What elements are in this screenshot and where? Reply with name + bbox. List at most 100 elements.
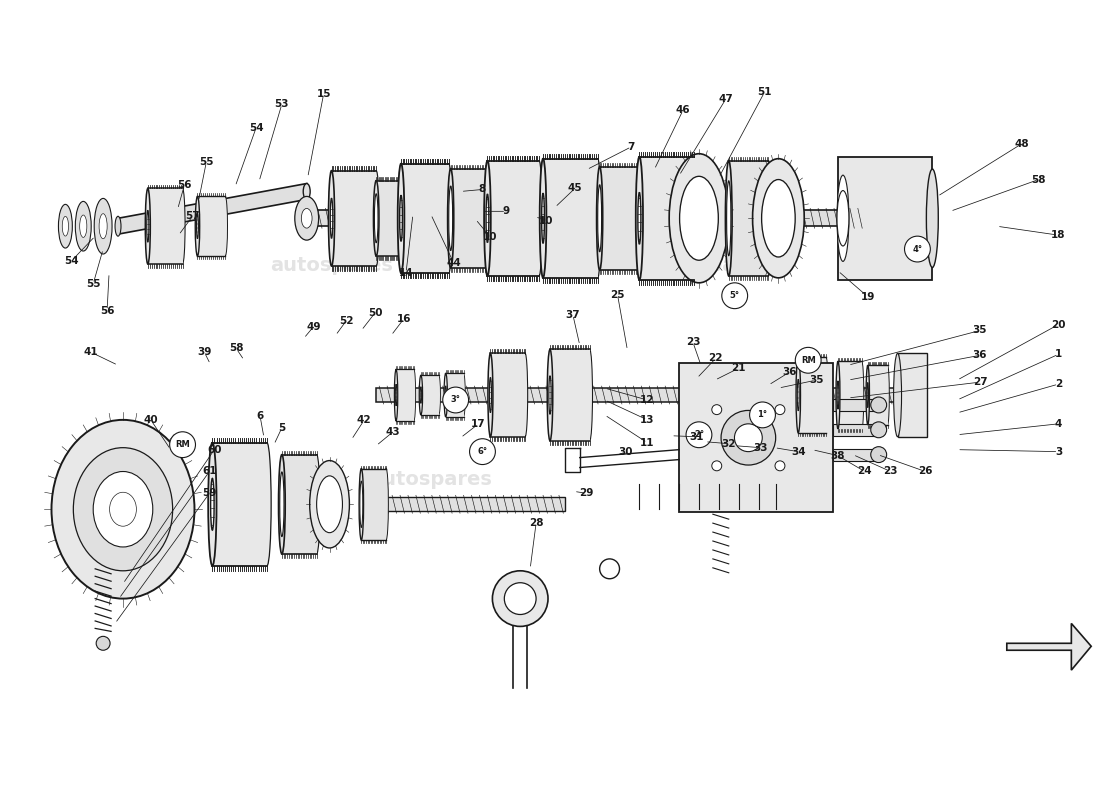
Circle shape [871, 397, 887, 413]
Ellipse shape [100, 482, 145, 537]
Polygon shape [361, 469, 386, 540]
Bar [307, 210, 868, 226]
Ellipse shape [373, 170, 380, 266]
Circle shape [442, 387, 469, 413]
Polygon shape [550, 350, 590, 441]
Polygon shape [543, 158, 597, 278]
Text: 20: 20 [1052, 319, 1066, 330]
Ellipse shape [522, 354, 528, 437]
Polygon shape [838, 362, 861, 429]
Text: autospares: autospares [370, 470, 493, 489]
Ellipse shape [310, 461, 350, 548]
Text: RM: RM [175, 440, 190, 449]
Ellipse shape [145, 189, 151, 264]
Ellipse shape [462, 373, 465, 417]
Ellipse shape [419, 375, 422, 415]
Text: 58: 58 [1032, 174, 1046, 185]
Ellipse shape [824, 358, 828, 433]
Polygon shape [799, 358, 826, 433]
Ellipse shape [395, 181, 400, 256]
Ellipse shape [587, 350, 593, 441]
Ellipse shape [483, 169, 490, 268]
Ellipse shape [635, 166, 640, 270]
Ellipse shape [766, 161, 772, 276]
Ellipse shape [536, 161, 542, 276]
Text: 30: 30 [618, 446, 632, 457]
Text: 29: 29 [580, 488, 594, 498]
Bar [376, 388, 927, 402]
Ellipse shape [208, 442, 217, 566]
Ellipse shape [278, 454, 285, 554]
Ellipse shape [597, 185, 602, 252]
Bar [898, 354, 927, 437]
Polygon shape [728, 161, 769, 276]
Circle shape [686, 422, 712, 448]
Ellipse shape [412, 370, 416, 421]
Text: 50: 50 [368, 308, 383, 318]
Ellipse shape [317, 476, 342, 533]
Text: 2: 2 [1055, 379, 1063, 389]
Circle shape [904, 236, 931, 262]
Ellipse shape [691, 157, 697, 280]
Polygon shape [1006, 623, 1091, 670]
Ellipse shape [547, 350, 553, 441]
Text: 52: 52 [339, 315, 354, 326]
Text: 57: 57 [185, 211, 200, 222]
Text: 55: 55 [199, 157, 213, 166]
Text: 46: 46 [675, 105, 691, 115]
Text: 1: 1 [1055, 350, 1063, 359]
Circle shape [493, 571, 548, 626]
Polygon shape [118, 183, 307, 234]
Ellipse shape [359, 469, 363, 540]
Polygon shape [198, 197, 226, 256]
Polygon shape [451, 169, 486, 268]
Circle shape [712, 405, 722, 414]
Ellipse shape [116, 216, 121, 236]
Ellipse shape [837, 190, 849, 246]
Ellipse shape [330, 198, 333, 238]
Polygon shape [639, 157, 694, 280]
Ellipse shape [926, 169, 938, 267]
Text: 31: 31 [690, 432, 704, 442]
Text: 38: 38 [830, 450, 845, 461]
Text: 42: 42 [358, 415, 372, 425]
Ellipse shape [384, 469, 388, 540]
Ellipse shape [796, 358, 801, 433]
Text: 49: 49 [307, 322, 321, 331]
Ellipse shape [99, 214, 107, 238]
Polygon shape [402, 164, 449, 273]
Text: 35: 35 [972, 326, 987, 335]
Ellipse shape [836, 362, 840, 429]
Polygon shape [331, 170, 376, 266]
Text: 16: 16 [397, 314, 411, 323]
Ellipse shape [395, 370, 398, 421]
Ellipse shape [735, 424, 762, 452]
Ellipse shape [638, 193, 641, 244]
Bar [833, 449, 875, 461]
Text: 15: 15 [317, 89, 331, 99]
Polygon shape [282, 454, 317, 554]
Ellipse shape [373, 181, 380, 256]
Bar [382, 498, 565, 511]
Polygon shape [868, 366, 888, 425]
Text: 6: 6 [256, 411, 264, 421]
Text: 5°: 5° [729, 291, 740, 300]
Ellipse shape [314, 454, 320, 554]
Circle shape [776, 405, 785, 414]
Ellipse shape [669, 154, 728, 283]
Ellipse shape [399, 195, 403, 242]
Text: 4°: 4° [912, 245, 923, 254]
Text: 39: 39 [197, 347, 211, 358]
Ellipse shape [77, 451, 169, 567]
Ellipse shape [866, 366, 869, 425]
Text: 60: 60 [207, 445, 221, 454]
Text: 4: 4 [1055, 419, 1063, 429]
Ellipse shape [860, 362, 864, 429]
Text: 5: 5 [278, 423, 286, 433]
Polygon shape [396, 370, 414, 421]
Polygon shape [446, 373, 463, 417]
Text: 26: 26 [918, 466, 933, 477]
Ellipse shape [798, 379, 800, 411]
Circle shape [504, 582, 536, 614]
Ellipse shape [444, 373, 448, 417]
